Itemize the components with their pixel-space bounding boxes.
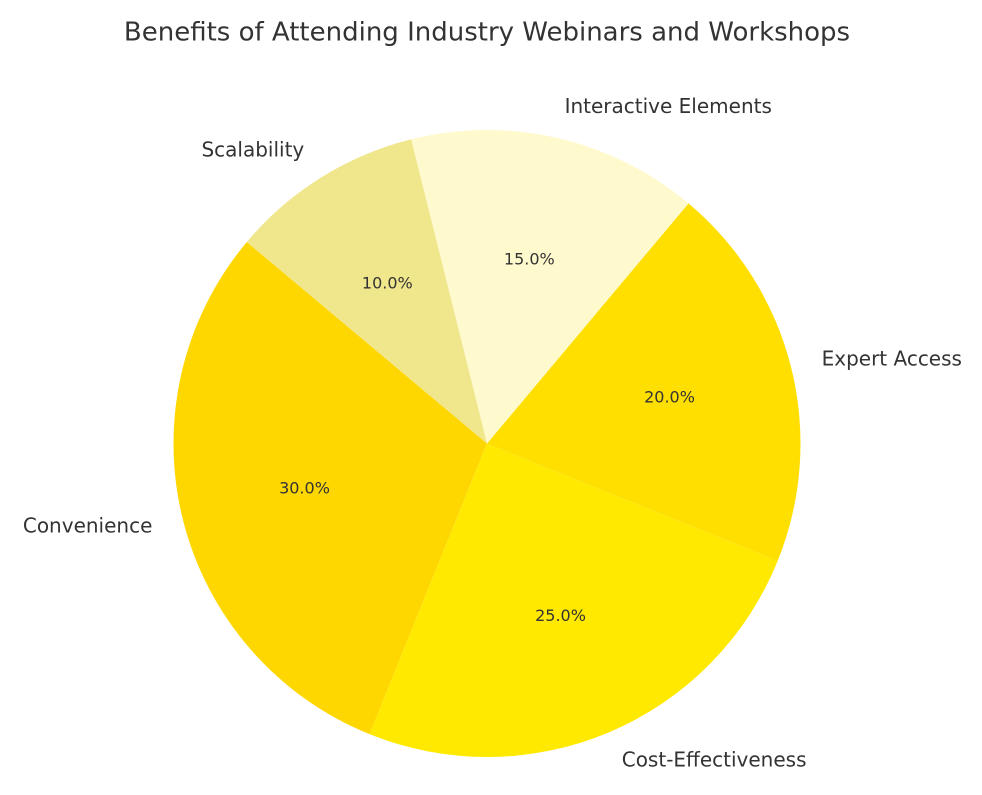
pie-slice xyxy=(369,443,778,757)
chart-title: Benefits of Attending Industry Webinars … xyxy=(124,18,850,48)
pie-slice xyxy=(487,203,801,561)
pie-slice xyxy=(173,241,487,735)
value-label: 20.0% xyxy=(644,387,695,406)
value-label: 30.0% xyxy=(279,479,330,498)
slice-label: Interactive Elements xyxy=(565,94,772,118)
slice-label: Expert Access xyxy=(822,347,962,371)
pie-slice xyxy=(411,129,689,444)
pie-slice xyxy=(246,139,487,444)
slice-label: Cost-Effectiveness xyxy=(622,747,807,771)
value-label: 10.0% xyxy=(362,273,413,292)
value-label: 25.0% xyxy=(535,606,586,625)
slice-label: Scalability xyxy=(201,138,304,162)
value-label: 15.0% xyxy=(504,250,555,269)
slice-label: Convenience xyxy=(23,513,153,537)
